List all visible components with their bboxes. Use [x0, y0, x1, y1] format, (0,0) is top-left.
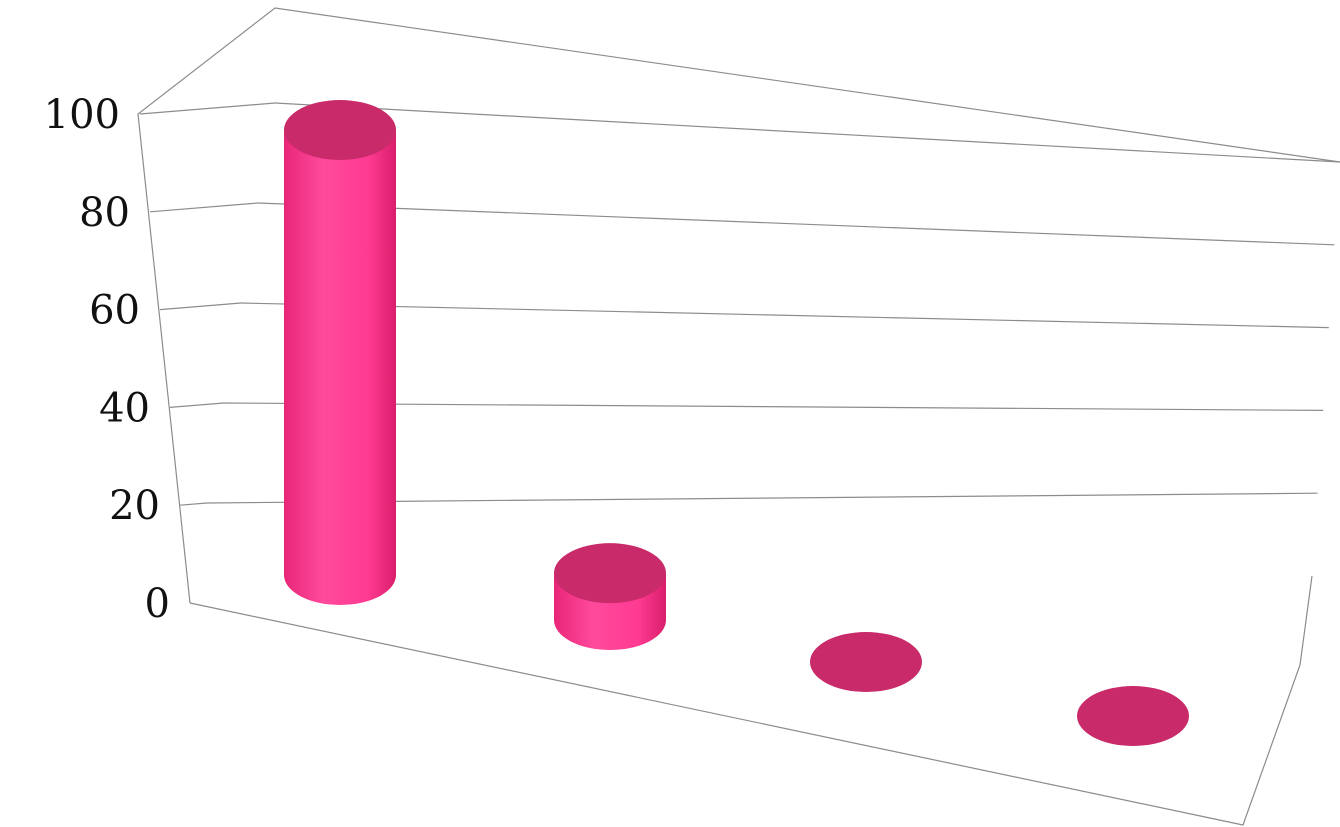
bar	[284, 100, 396, 605]
bar	[810, 632, 922, 692]
gridline	[223, 402, 1324, 411]
gridline	[257, 202, 1335, 246]
gridline-diagonal	[179, 502, 208, 506]
gridline-diagonal	[139, 102, 276, 115]
y-tick-label: 0	[145, 581, 170, 627]
y-tick-label: 40	[99, 385, 150, 431]
bar	[1077, 686, 1189, 746]
bar-cylinder-body	[284, 130, 396, 605]
floor-outline	[189, 575, 1313, 826]
chart-frame	[137, 7, 1340, 826]
bar-cylinder-top	[810, 632, 922, 692]
gridline	[274, 102, 1340, 163]
y-tick-label: 20	[109, 483, 160, 529]
gridline-diagonal	[159, 302, 242, 311]
y-tick-label: 100	[44, 92, 120, 138]
y-axis-tick-labels: 0 20 40 60 80 100	[44, 92, 170, 627]
gridline-diagonal	[149, 202, 259, 213]
gridline-diagonal	[169, 402, 225, 408]
bar-cylinder-top	[1077, 686, 1189, 746]
back-wall-outline	[137, 7, 1340, 604]
chart-bars	[284, 100, 1189, 746]
y-tick-label: 80	[79, 190, 130, 236]
y-tick-label: 60	[89, 288, 140, 334]
bar-cylinder-top	[284, 100, 396, 160]
bar	[554, 543, 666, 650]
gridline	[240, 302, 1329, 329]
bar-cylinder-top	[554, 543, 666, 604]
